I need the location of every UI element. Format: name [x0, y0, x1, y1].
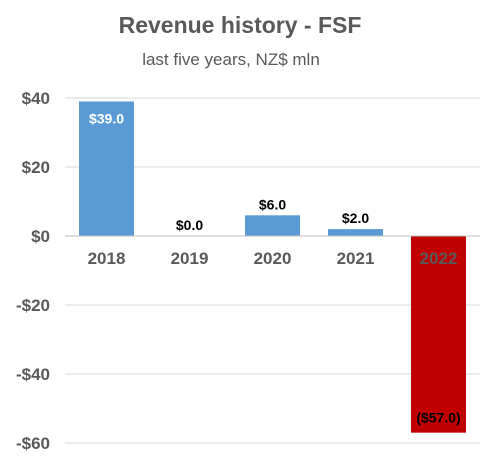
y-tick-label: -$60	[16, 434, 50, 453]
data-label: $39.0	[89, 110, 124, 126]
x-tick-label: 2018	[88, 249, 126, 268]
x-tick-label: 2020	[254, 249, 292, 268]
data-label: ($57.0)	[416, 410, 460, 426]
bar	[411, 236, 466, 433]
y-tick-label: $40	[22, 89, 50, 108]
bar	[328, 229, 383, 236]
y-tick-label: $0	[31, 227, 50, 246]
y-tick-label: -$40	[16, 365, 50, 384]
x-tick-label: 2019	[171, 249, 209, 268]
data-label: $2.0	[342, 210, 369, 226]
data-label: $6.0	[259, 196, 286, 212]
chart-subtitle: last five years, NZ$ mln	[142, 50, 320, 69]
data-label: $0.0	[176, 217, 203, 233]
y-tick-label: $20	[22, 158, 50, 177]
x-tick-label: 2022	[420, 249, 458, 268]
y-tick-label: -$20	[16, 296, 50, 315]
chart-title: Revenue history - FSF	[118, 12, 362, 38]
x-tick-label: 2021	[337, 249, 375, 268]
bar	[79, 101, 134, 236]
bar	[245, 215, 300, 236]
